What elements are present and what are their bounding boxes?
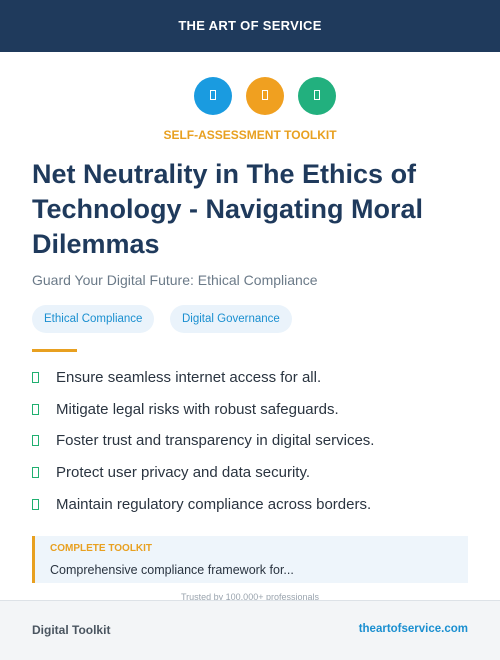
benefit-text: Maintain regulatory compliance across bo… [56,495,372,513]
benefit-text: Ensure seamless internet access for all. [56,369,322,386]
bullet-icon [32,498,39,510]
badge: SELF-ASSESSMENT TOOLKIT [163,128,337,142]
divider [32,349,77,352]
trust-note: Trusted by 100,000+ professionals [180,592,319,602]
bullet-icon [32,372,39,383]
benefit-text: Protect user privacy and data security. [56,464,311,482]
callout-text: Comprehensive compliance framework for..… [50,563,294,577]
footer: Digital Toolkit theartofservice.com [0,600,500,660]
icon-circle [246,77,284,115]
bullet-icon [32,435,39,447]
title: Net Neutrality in The Ethics of Technolo… [32,159,424,259]
callout: COMPLETE TOOLKIT Comprehensive complianc… [32,536,468,583]
icon-circle [194,77,232,115]
footer-link[interactable]: theartofservice.com [358,623,468,635]
callout-label: COMPLETE TOOLKIT [50,543,153,554]
bullet-icon [32,467,39,479]
tag[interactable]: Digital Governance [170,305,292,333]
bullet-icon [32,403,39,415]
benefit-text: Foster trust and transparency in digital… [56,432,375,450]
subtitle: Guard Your Digital Future: Ethical Compl… [32,272,318,288]
footer-label: Digital Toolkit [32,623,111,637]
benefit-text: Mitigate legal risks with robust safegua… [56,400,339,418]
icon-circle [298,77,336,115]
header-brand: THE ART OF SERVICE [0,0,500,52]
tag[interactable]: Ethical Compliance [32,305,155,333]
